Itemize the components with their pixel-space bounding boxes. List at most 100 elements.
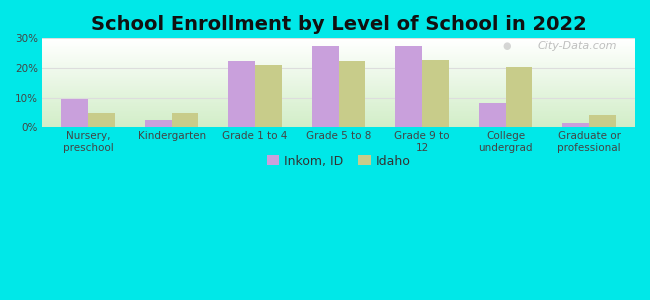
Bar bbox=[5, 84, 650, 85]
Bar bbox=[5, 65, 650, 66]
Bar bbox=[5, 50, 650, 51]
Bar bbox=[88, 113, 115, 127]
Bar bbox=[5, 64, 650, 65]
Bar bbox=[5, 117, 650, 118]
Bar bbox=[255, 65, 282, 127]
Bar bbox=[5, 55, 650, 56]
Bar bbox=[5, 57, 650, 58]
Bar bbox=[5, 120, 650, 121]
Bar bbox=[5, 108, 650, 109]
Bar bbox=[506, 68, 532, 127]
Bar bbox=[5, 68, 650, 69]
Text: ●: ● bbox=[502, 40, 510, 51]
Bar bbox=[5, 83, 650, 84]
Bar bbox=[5, 109, 650, 110]
Bar bbox=[5, 63, 650, 64]
Bar bbox=[5, 75, 650, 76]
Bar bbox=[339, 61, 365, 127]
Bar bbox=[5, 92, 650, 93]
Bar bbox=[5, 45, 650, 46]
Bar bbox=[5, 71, 650, 72]
Bar bbox=[5, 100, 650, 101]
Bar bbox=[422, 60, 448, 127]
Bar bbox=[5, 86, 650, 87]
Bar bbox=[5, 93, 650, 94]
Bar bbox=[5, 105, 650, 106]
Bar bbox=[5, 40, 650, 41]
Bar bbox=[5, 72, 650, 73]
Bar bbox=[5, 52, 650, 53]
Bar bbox=[5, 39, 650, 40]
Bar bbox=[5, 54, 650, 55]
Bar bbox=[5, 96, 650, 97]
Bar bbox=[5, 44, 650, 45]
Bar bbox=[5, 62, 650, 63]
Title: School Enrollment by Level of School in 2022: School Enrollment by Level of School in … bbox=[91, 15, 586, 34]
Bar bbox=[5, 119, 650, 120]
Bar bbox=[5, 89, 650, 90]
Bar bbox=[5, 79, 650, 80]
Bar bbox=[5, 69, 650, 70]
Bar bbox=[5, 48, 650, 49]
Bar bbox=[5, 99, 650, 100]
Bar bbox=[5, 106, 650, 107]
Bar bbox=[5, 41, 650, 42]
Bar bbox=[5, 49, 650, 50]
Bar bbox=[395, 46, 422, 127]
Bar bbox=[5, 87, 650, 88]
Bar bbox=[5, 77, 650, 78]
Bar bbox=[172, 113, 198, 127]
Bar bbox=[5, 61, 650, 62]
Bar bbox=[5, 53, 650, 54]
Bar bbox=[5, 121, 650, 122]
Bar bbox=[5, 110, 650, 111]
Bar bbox=[5, 122, 650, 123]
Bar bbox=[5, 42, 650, 43]
Bar bbox=[5, 123, 650, 124]
Bar bbox=[5, 51, 650, 52]
Bar bbox=[5, 94, 650, 95]
Bar bbox=[5, 60, 650, 61]
Bar bbox=[5, 67, 650, 68]
Bar bbox=[145, 121, 172, 127]
Bar bbox=[228, 61, 255, 127]
Bar bbox=[5, 118, 650, 119]
Bar bbox=[5, 70, 650, 71]
Legend: Inkom, ID, Idaho: Inkom, ID, Idaho bbox=[261, 150, 415, 172]
Bar bbox=[479, 103, 506, 127]
Bar bbox=[5, 124, 650, 125]
Bar bbox=[589, 116, 616, 127]
Bar bbox=[5, 100, 650, 101]
Bar bbox=[312, 46, 339, 127]
Bar bbox=[5, 88, 650, 89]
Bar bbox=[5, 46, 650, 47]
Bar bbox=[562, 123, 589, 127]
Bar bbox=[5, 59, 650, 60]
Bar bbox=[5, 74, 650, 75]
Bar bbox=[5, 38, 650, 39]
Bar bbox=[5, 76, 650, 77]
Bar bbox=[61, 98, 88, 127]
Bar bbox=[5, 91, 650, 92]
Bar bbox=[5, 101, 650, 102]
Bar bbox=[5, 97, 650, 98]
Bar bbox=[5, 56, 650, 57]
Bar bbox=[5, 95, 650, 96]
Bar bbox=[5, 58, 650, 59]
Bar bbox=[5, 112, 650, 113]
Bar bbox=[5, 66, 650, 67]
Bar bbox=[5, 81, 650, 82]
Text: City-Data.com: City-Data.com bbox=[538, 41, 618, 51]
Bar bbox=[5, 113, 650, 114]
Bar bbox=[5, 47, 650, 48]
Bar bbox=[5, 82, 650, 83]
Bar bbox=[5, 114, 650, 115]
Bar bbox=[5, 116, 650, 117]
Bar bbox=[5, 104, 650, 105]
Bar bbox=[5, 78, 650, 79]
Bar bbox=[5, 125, 650, 126]
Bar bbox=[5, 111, 650, 112]
Bar bbox=[5, 85, 650, 86]
Bar bbox=[5, 102, 650, 103]
Bar bbox=[5, 115, 650, 116]
